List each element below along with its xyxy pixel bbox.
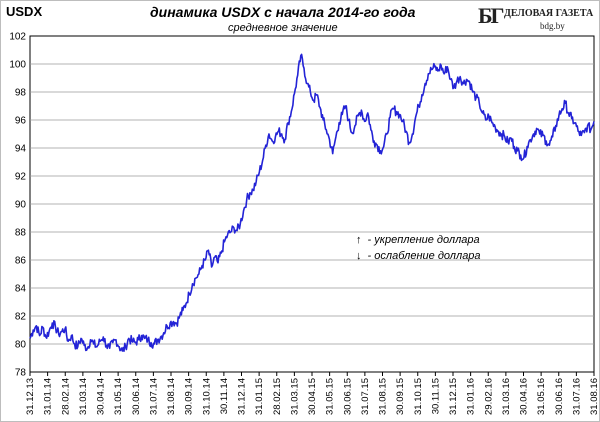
x-tick-label: 31.05.16 — [536, 378, 547, 415]
y-tick-label: 78 — [15, 368, 27, 379]
x-tick-label: 29.02.16 — [483, 378, 494, 415]
x-tick-label: 30.04.16 — [519, 378, 530, 415]
y-tick-label: 92 — [15, 172, 27, 183]
y-tick-label: 88 — [15, 228, 27, 239]
legend-up-text: - укрепление доллара — [364, 234, 480, 246]
x-tick-label: 30.11.15 — [430, 378, 441, 414]
x-tick-label: 30.09.15 — [395, 378, 406, 415]
x-tick-label: 31.10.15 — [413, 378, 424, 415]
legend: ↑ - укрепление доллара ↓ - ослабление до… — [356, 232, 481, 264]
x-axis: 31.12.13 31.01.14 28.02.14 31.03.14 30.04.14… — [25, 372, 600, 415]
chart-subtitle: средневное значение — [228, 22, 338, 34]
x-tick-label: 28.02.15 — [272, 378, 283, 415]
x-tick-label: 28.02.14 — [60, 378, 71, 415]
x-tick-label: 31.07.14 — [148, 378, 159, 415]
usdx-series-line — [29, 53, 595, 352]
legend-up: ↑ - укрепление доллара — [356, 232, 481, 248]
y-tick-label: 98 — [15, 88, 27, 99]
x-tick-label: 30.11.14 — [219, 378, 230, 414]
x-tick-label: 31.03.14 — [78, 378, 89, 415]
y-tick-label: 94 — [15, 144, 27, 155]
x-tick-label: 31.08.16 — [589, 378, 600, 415]
x-tick-label: 30.09.14 — [184, 378, 195, 415]
x-tick-label: 30.04.15 — [307, 378, 318, 415]
y-tick-label: 80 — [15, 340, 27, 351]
logo-name: ДЕЛОВАЯ ГАЗЕТА — [504, 8, 594, 19]
legend-down: ↓ - ослабление доллара — [356, 248, 481, 264]
x-tick-label: 31.08.15 — [378, 378, 389, 415]
y-tick-label: 84 — [15, 284, 27, 295]
chart-title: динамика USDX с начала 2014-го года — [150, 4, 416, 20]
x-tick-label: 31.03.15 — [289, 378, 300, 415]
x-tick-label: 31.12.14 — [237, 378, 248, 415]
x-tick-label: 30.06.14 — [131, 378, 142, 415]
x-tick-label: 31.01.15 — [254, 378, 265, 415]
x-tick-label: 31.03.16 — [501, 378, 512, 415]
chart-symbol: USDX — [6, 4, 43, 19]
x-tick-label: 31.01.16 — [466, 378, 477, 415]
x-tick-label: 31.12.15 — [448, 378, 459, 415]
x-tick-label: 31.10.14 — [201, 378, 212, 415]
x-tick-label: 31.05.14 — [113, 378, 124, 415]
logo-site: bdg.by — [540, 21, 565, 31]
x-tick-label: 31.01.14 — [43, 378, 54, 415]
x-tick-label: 30.04.14 — [96, 378, 107, 415]
y-tick-label: 90 — [15, 200, 27, 211]
y-tick-label: 96 — [15, 116, 27, 127]
up-arrow-icon: ↑ — [356, 234, 362, 246]
y-tick-label: 100 — [9, 60, 26, 71]
x-tick-label: 31.07.15 — [360, 378, 371, 415]
y-tick-label: 86 — [15, 256, 27, 267]
y-axis: 78 80 82 84 86 88 90 92 94 96 98 100 102 — [9, 32, 26, 379]
legend-down-text: - ослабление доллара — [364, 250, 481, 262]
x-tick-label: 30.06.16 — [554, 378, 565, 415]
x-tick-label: 31.07.16 — [571, 378, 582, 415]
publisher-logo: БГ ДЕЛОВАЯ ГАЗЕТА bdg.by — [478, 2, 598, 38]
down-arrow-icon: ↓ — [356, 250, 362, 262]
y-tick-label: 82 — [15, 312, 27, 323]
logo-mark: БГ — [478, 3, 505, 28]
x-tick-label: 31.05.15 — [325, 378, 336, 415]
y-tick-label: 102 — [9, 32, 26, 43]
grid — [29, 35, 595, 373]
x-tick-label: 31.08.14 — [166, 378, 177, 415]
x-tick-label: 30.06.15 — [342, 378, 353, 415]
x-tick-label: 31.12.13 — [25, 378, 36, 415]
